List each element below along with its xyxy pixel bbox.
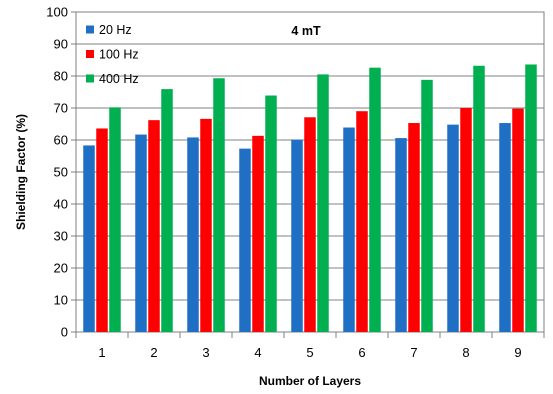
bar-20hz-layer-7	[395, 138, 407, 332]
legend-swatch	[86, 25, 94, 34]
x-axis-title: Number of Layers	[259, 374, 361, 388]
legend-label: 400 Hz	[99, 72, 139, 86]
chart-annotation: 4 mT	[291, 24, 321, 38]
bar-100hz-layer-3	[200, 118, 212, 332]
y-tick-label: 40	[54, 197, 68, 212]
bar-20hz-layer-4	[239, 148, 251, 332]
bar-20hz-layer-9	[499, 123, 511, 332]
bar-20hz-layer-1	[83, 145, 95, 332]
bar-100hz-layer-6	[356, 111, 368, 332]
x-tick-label: 9	[514, 345, 521, 360]
y-tick-label: 20	[54, 261, 68, 276]
x-tick-label: 6	[358, 345, 365, 360]
y-tick-label: 50	[54, 165, 68, 180]
legend-label: 20 Hz	[99, 23, 132, 37]
bars	[83, 64, 537, 333]
y-axis: 0 10 20 30 40 50 60 70 80 90 100	[46, 5, 76, 340]
y-tick-label: 10	[54, 293, 68, 308]
x-tick-label: 8	[462, 345, 469, 360]
y-tick-label: 0	[61, 325, 68, 340]
y-tick-label: 70	[54, 101, 68, 116]
y-axis-title: Shielding Factor (%)	[14, 114, 28, 230]
bar-20hz-layer-5	[291, 139, 303, 332]
legend-swatch	[86, 74, 94, 83]
y-tick-label: 90	[54, 37, 68, 52]
bar-400hz-layer-6	[369, 67, 381, 333]
bar-20hz-layer-2	[135, 134, 147, 332]
bar-100hz-layer-5	[304, 117, 316, 332]
bar-400hz-layer-5	[317, 74, 329, 333]
bar-400hz-layer-9	[525, 64, 537, 332]
bar-100hz-layer-9	[512, 108, 524, 332]
legend-label: 100 Hz	[99, 48, 139, 62]
x-tick-label: 3	[202, 345, 209, 360]
bar-400hz-layer-8	[473, 65, 485, 332]
legend-swatch	[86, 50, 94, 58]
bar-400hz-layer-4	[265, 95, 277, 333]
bar-400hz-layer-3	[213, 78, 225, 333]
bar-100hz-layer-4	[252, 135, 264, 332]
bar-400hz-layer-1	[109, 107, 121, 332]
bar-20hz-layer-3	[187, 137, 199, 332]
legend: 20 Hz 100 Hz 400 Hz	[86, 23, 139, 86]
bar-100hz-layer-7	[408, 123, 420, 332]
x-axis: 1 2 3 4 5 6 7 8 9	[75, 332, 545, 360]
bar-400hz-layer-2	[161, 89, 173, 333]
y-tick-label: 80	[54, 69, 68, 84]
x-tick-label: 4	[254, 345, 261, 360]
bar-100hz-layer-1	[96, 128, 108, 332]
x-tick-label: 1	[98, 345, 105, 360]
x-tick-label: 2	[150, 345, 157, 360]
x-tick-label: 5	[306, 345, 313, 360]
x-tick-label: 7	[410, 345, 417, 360]
bar-100hz-layer-2	[148, 120, 160, 332]
bar-20hz-layer-8	[447, 124, 459, 332]
y-tick-label: 30	[54, 229, 68, 244]
bar-20hz-layer-6	[343, 127, 355, 333]
y-tick-label: 100	[46, 5, 68, 20]
bar-400hz-layer-7	[421, 79, 433, 332]
bar-100hz-layer-8	[460, 108, 472, 332]
y-tick-label: 60	[54, 133, 68, 148]
